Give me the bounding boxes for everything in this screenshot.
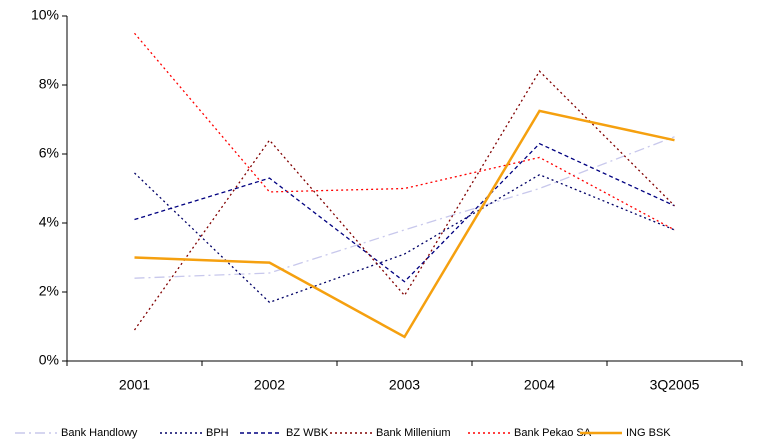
y-tick-label: 8% (39, 76, 59, 92)
series-line (134, 32, 675, 231)
series-line (134, 142, 675, 283)
legend-label: Bank Millenium (376, 427, 451, 439)
y-tick-label: 4% (39, 214, 59, 230)
series-line (134, 172, 675, 304)
legend-label: BPH (206, 427, 229, 439)
y-tick-label: 10% (31, 7, 59, 23)
y-tick-label: 6% (39, 145, 59, 161)
y-tick-label: 2% (39, 283, 59, 299)
legend-label: Bank Pekao SA (514, 427, 592, 439)
x-tick-label: 2004 (524, 377, 555, 393)
series-line (133, 70, 675, 331)
x-tick-label: 3Q2005 (650, 377, 700, 393)
legend-label: ING BSK (626, 427, 671, 439)
x-tick-label: 2001 (119, 377, 150, 393)
legend-label: Bank Handlowy (61, 427, 138, 439)
series-line (134, 136, 675, 279)
x-tick-label: 2002 (254, 377, 285, 393)
legend-label: BZ WBK (286, 427, 329, 439)
series-line (134, 109, 675, 339)
y-tick-label: 0% (39, 352, 59, 368)
x-tick-label: 2003 (389, 377, 420, 393)
